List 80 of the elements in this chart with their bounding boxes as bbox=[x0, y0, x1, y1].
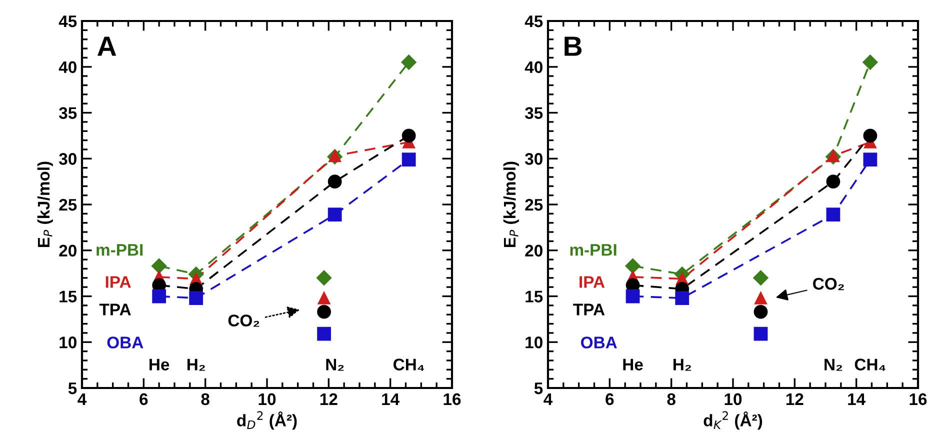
y-tick-label: 30 bbox=[58, 153, 76, 165]
x-tick-label: 12 bbox=[320, 393, 338, 405]
point bbox=[318, 292, 330, 304]
y-tick-label: 25 bbox=[525, 198, 543, 211]
y-tick-label: 5 bbox=[534, 382, 543, 394]
point bbox=[826, 208, 840, 222]
x-axis-title: d$_{D}$$^{2}$ (Å²) bbox=[237, 411, 297, 430]
series-label: TPA bbox=[99, 304, 131, 316]
y-tick-label: 10 bbox=[526, 336, 542, 348]
y-tick-label: 40 bbox=[58, 61, 76, 74]
x-tick-label: 6 bbox=[140, 393, 148, 406]
annotation: CH₄ bbox=[394, 358, 424, 371]
annotation: CH₄ bbox=[854, 358, 886, 371]
x-tick-label: 12 bbox=[786, 393, 804, 405]
y-tick-label: 20 bbox=[525, 244, 542, 257]
chart-title: B bbox=[564, 36, 582, 56]
point bbox=[754, 326, 768, 341]
x-tick-label: 10 bbox=[724, 393, 742, 406]
chart-title: A bbox=[97, 36, 116, 56]
annotation: CO₂ bbox=[228, 314, 260, 327]
point bbox=[826, 174, 840, 189]
point bbox=[626, 289, 640, 304]
x-tick-label: 14 bbox=[848, 393, 866, 405]
x-tick-label: 8 bbox=[201, 393, 210, 406]
annotation: N₂ bbox=[824, 358, 842, 371]
point bbox=[189, 291, 204, 306]
y-tick-label: 15 bbox=[60, 290, 77, 302]
text: OBA bbox=[107, 336, 144, 348]
point bbox=[317, 326, 331, 341]
point bbox=[316, 270, 332, 286]
y-tick-label: 45 bbox=[524, 16, 543, 28]
y-tick-label: 15 bbox=[526, 290, 543, 302]
series-label: TPA bbox=[573, 304, 605, 316]
x-tick-label: 14 bbox=[382, 393, 400, 405]
series-label: m-PBI bbox=[96, 244, 143, 256]
point bbox=[754, 304, 768, 319]
x-tick-label: 6 bbox=[606, 393, 614, 406]
point bbox=[152, 289, 166, 304]
y-tick-label: 5 bbox=[68, 382, 77, 394]
annotation: CO₂ bbox=[813, 278, 844, 290]
point bbox=[328, 208, 342, 222]
point bbox=[328, 174, 342, 189]
annotation: H₂ bbox=[187, 358, 205, 371]
x-axis-title: d$_{K}$$^{2}$ (Å²) bbox=[704, 411, 762, 430]
y-tick-label: 30 bbox=[524, 153, 542, 165]
point bbox=[863, 152, 878, 166]
point bbox=[402, 128, 416, 143]
annotation: N₂ bbox=[326, 358, 344, 371]
x-tick-label: 4 bbox=[544, 393, 553, 405]
y-tick-label: 35 bbox=[524, 107, 543, 119]
series-label: IPA bbox=[106, 276, 131, 288]
y-tick-label: 10 bbox=[60, 336, 76, 348]
y-tick-label: 20 bbox=[59, 244, 76, 257]
annotation: He bbox=[623, 358, 643, 370]
x-tick-label: 4 bbox=[78, 393, 87, 405]
y-tick-label: 45 bbox=[58, 16, 77, 28]
y-tick-label: 35 bbox=[58, 107, 77, 119]
series-label: m-PBI bbox=[570, 244, 616, 256]
point bbox=[152, 258, 167, 274]
x-tick-label: 16 bbox=[444, 393, 461, 406]
point bbox=[675, 291, 690, 306]
annotation: He bbox=[150, 358, 170, 370]
annotation: H₂ bbox=[674, 358, 691, 371]
point bbox=[754, 292, 767, 304]
y-tick-label: 40 bbox=[524, 61, 542, 74]
x-tick-label: 10 bbox=[258, 393, 276, 406]
y-axis-title: E$_{P}$ (kJ/mol) bbox=[503, 162, 519, 248]
point bbox=[401, 54, 416, 70]
y-axis-title: E$_{P}$ (kJ/mol) bbox=[37, 162, 53, 248]
text: OBA bbox=[581, 336, 617, 348]
series-label: IPA bbox=[580, 276, 605, 288]
point bbox=[317, 304, 331, 319]
point bbox=[862, 54, 878, 70]
x-tick-label: 16 bbox=[910, 393, 927, 406]
point bbox=[625, 258, 640, 274]
y-tick-label: 25 bbox=[59, 198, 77, 211]
x-tick-label: 8 bbox=[667, 393, 676, 406]
point bbox=[753, 270, 768, 286]
point bbox=[863, 128, 878, 143]
point bbox=[402, 152, 416, 166]
